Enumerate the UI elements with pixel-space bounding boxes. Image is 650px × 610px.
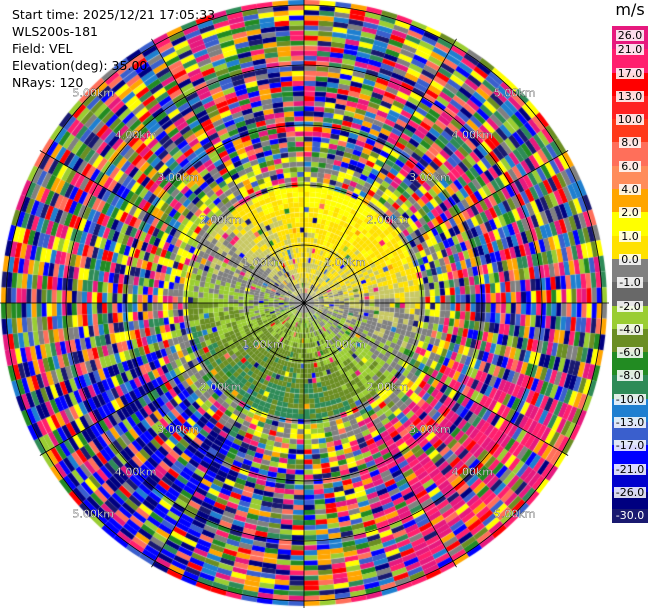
- azimuth-spoke: [39, 302, 305, 456]
- colorbar-segment: 17.0: [612, 67, 648, 96]
- range-ring-label: 2.00km: [367, 380, 409, 393]
- colorbar-tick-label: -1.0: [617, 276, 643, 290]
- nrays-label: NRays: 120: [12, 75, 84, 90]
- range-ring-label: 3.00km: [409, 171, 451, 184]
- colorbar-tick-label: 17.0: [615, 66, 645, 80]
- range-ring-label: 4.00km: [115, 129, 157, 142]
- range-ring-label: 5.00km: [494, 508, 536, 521]
- colorbar-tick-label: 6.0: [619, 159, 641, 173]
- azimuth-spoke: [303, 302, 457, 568]
- colorbar-tick-label: -17.0: [613, 439, 647, 453]
- colorbar-segment: -1.0: [612, 277, 648, 306]
- range-ring-label: 3.00km: [157, 423, 199, 436]
- colorbar-unit-label: m/s: [615, 0, 645, 19]
- colorbar-tick-label: 1.0: [619, 229, 641, 243]
- colorbar-tick-label: 13.0: [615, 89, 645, 103]
- azimuth-spoke: [303, 38, 457, 304]
- range-ring-label: 3.00km: [157, 171, 199, 184]
- range-ring-label: 5.00km: [494, 86, 536, 99]
- colorbar-segment: 13.0: [612, 90, 648, 120]
- azimuth-spoke: [151, 302, 305, 568]
- colorbar-segment: -17.0: [612, 440, 648, 469]
- colorbar-segment: 8.0: [612, 137, 648, 166]
- colorbar-tick-label: -10.0: [613, 392, 647, 406]
- colorbar-tick-label: 10.0: [615, 113, 645, 127]
- velocity-colorbar: 26.0 21.0 17.0 13.0 10.0 8.0 6.0 4.0 2.0 1.0 0.0 -1…: [612, 26, 648, 516]
- colorbar-tick-label: -8.0: [617, 369, 643, 383]
- colorbar-segment: -8.0: [612, 370, 648, 399]
- colorbar-tick-label: 26.0: [615, 29, 645, 42]
- range-ring-label: 1.00km: [242, 256, 284, 269]
- colorbar-segment: 10.0: [612, 114, 648, 143]
- colorbar-segment: 21.0: [612, 44, 648, 73]
- colorbar-tick-label: -21.0: [613, 462, 647, 476]
- range-ring-label: 2.00km: [200, 214, 242, 227]
- colorbar-segment: 2.0: [612, 207, 648, 236]
- colorbar-tick-label: 8.0: [619, 136, 641, 150]
- colorbar-segment: 26.0: [612, 26, 648, 50]
- elevation-label: Elevation(deg): 35.00: [12, 58, 148, 73]
- range-ring-label: 4.00km: [452, 465, 494, 478]
- azimuth-spoke: [39, 150, 305, 304]
- colorbar-tick-label: 21.0: [615, 43, 645, 57]
- colorbar-segment: 0.0: [612, 253, 648, 283]
- colorbar-segment: -2.0: [612, 300, 648, 329]
- colorbar-bottom-tick: -30.0: [612, 509, 648, 524]
- azimuth-spoke: [303, 150, 569, 304]
- colorbar-tick-label: 2.0: [619, 206, 641, 220]
- colorbar-segment: 6.0: [612, 160, 648, 190]
- scan-info-panel: Start time: 2025/12/21 17:05:33 WLS200s-…: [12, 6, 215, 91]
- colorbar-segment: 4.0: [612, 184, 648, 213]
- field-label: Field: VEL: [12, 41, 73, 56]
- instrument-label: WLS200s-181: [12, 24, 98, 39]
- colorbar-segment: -13.0: [612, 417, 648, 446]
- colorbar-segment: -10.0: [612, 393, 648, 423]
- colorbar-tick-label: -4.0: [617, 322, 643, 336]
- colorbar-segment: -4.0: [612, 323, 648, 353]
- azimuth-spoke: [151, 38, 305, 304]
- colorbar-tick-label: -2.0: [617, 299, 643, 313]
- range-ring-label: 4.00km: [115, 465, 157, 478]
- range-ring-label: 5.00km: [72, 86, 114, 99]
- colorbar-segment: -21.0: [612, 463, 648, 492]
- colorbar-tick-label: 4.0: [619, 183, 641, 197]
- colorbar-tick-label: 0.0: [619, 252, 641, 266]
- colorbar-tick-label: -6.0: [617, 346, 643, 360]
- colorbar-segment: -6.0: [612, 347, 648, 376]
- range-ring-label: 3.00km: [409, 423, 451, 436]
- colorbar-tick-label: -26.0: [613, 485, 647, 499]
- range-ring-label: 5.00km: [72, 508, 114, 521]
- azimuth-spoke: [303, 302, 569, 456]
- colorbar-segment: 1.0: [612, 230, 648, 259]
- start-time-label: Start time: 2025/12/21 17:05:33: [12, 7, 216, 22]
- range-ring-label: 1.00km: [324, 256, 366, 269]
- range-ring-label: 4.00km: [452, 129, 494, 142]
- range-ring-label: 2.00km: [367, 214, 409, 227]
- range-ring-label: 1.00km: [242, 338, 284, 351]
- range-ring-label: 2.00km: [200, 380, 242, 393]
- colorbar-tick-label: -13.0: [613, 416, 647, 430]
- range-ring-label: 1.00km: [324, 338, 366, 351]
